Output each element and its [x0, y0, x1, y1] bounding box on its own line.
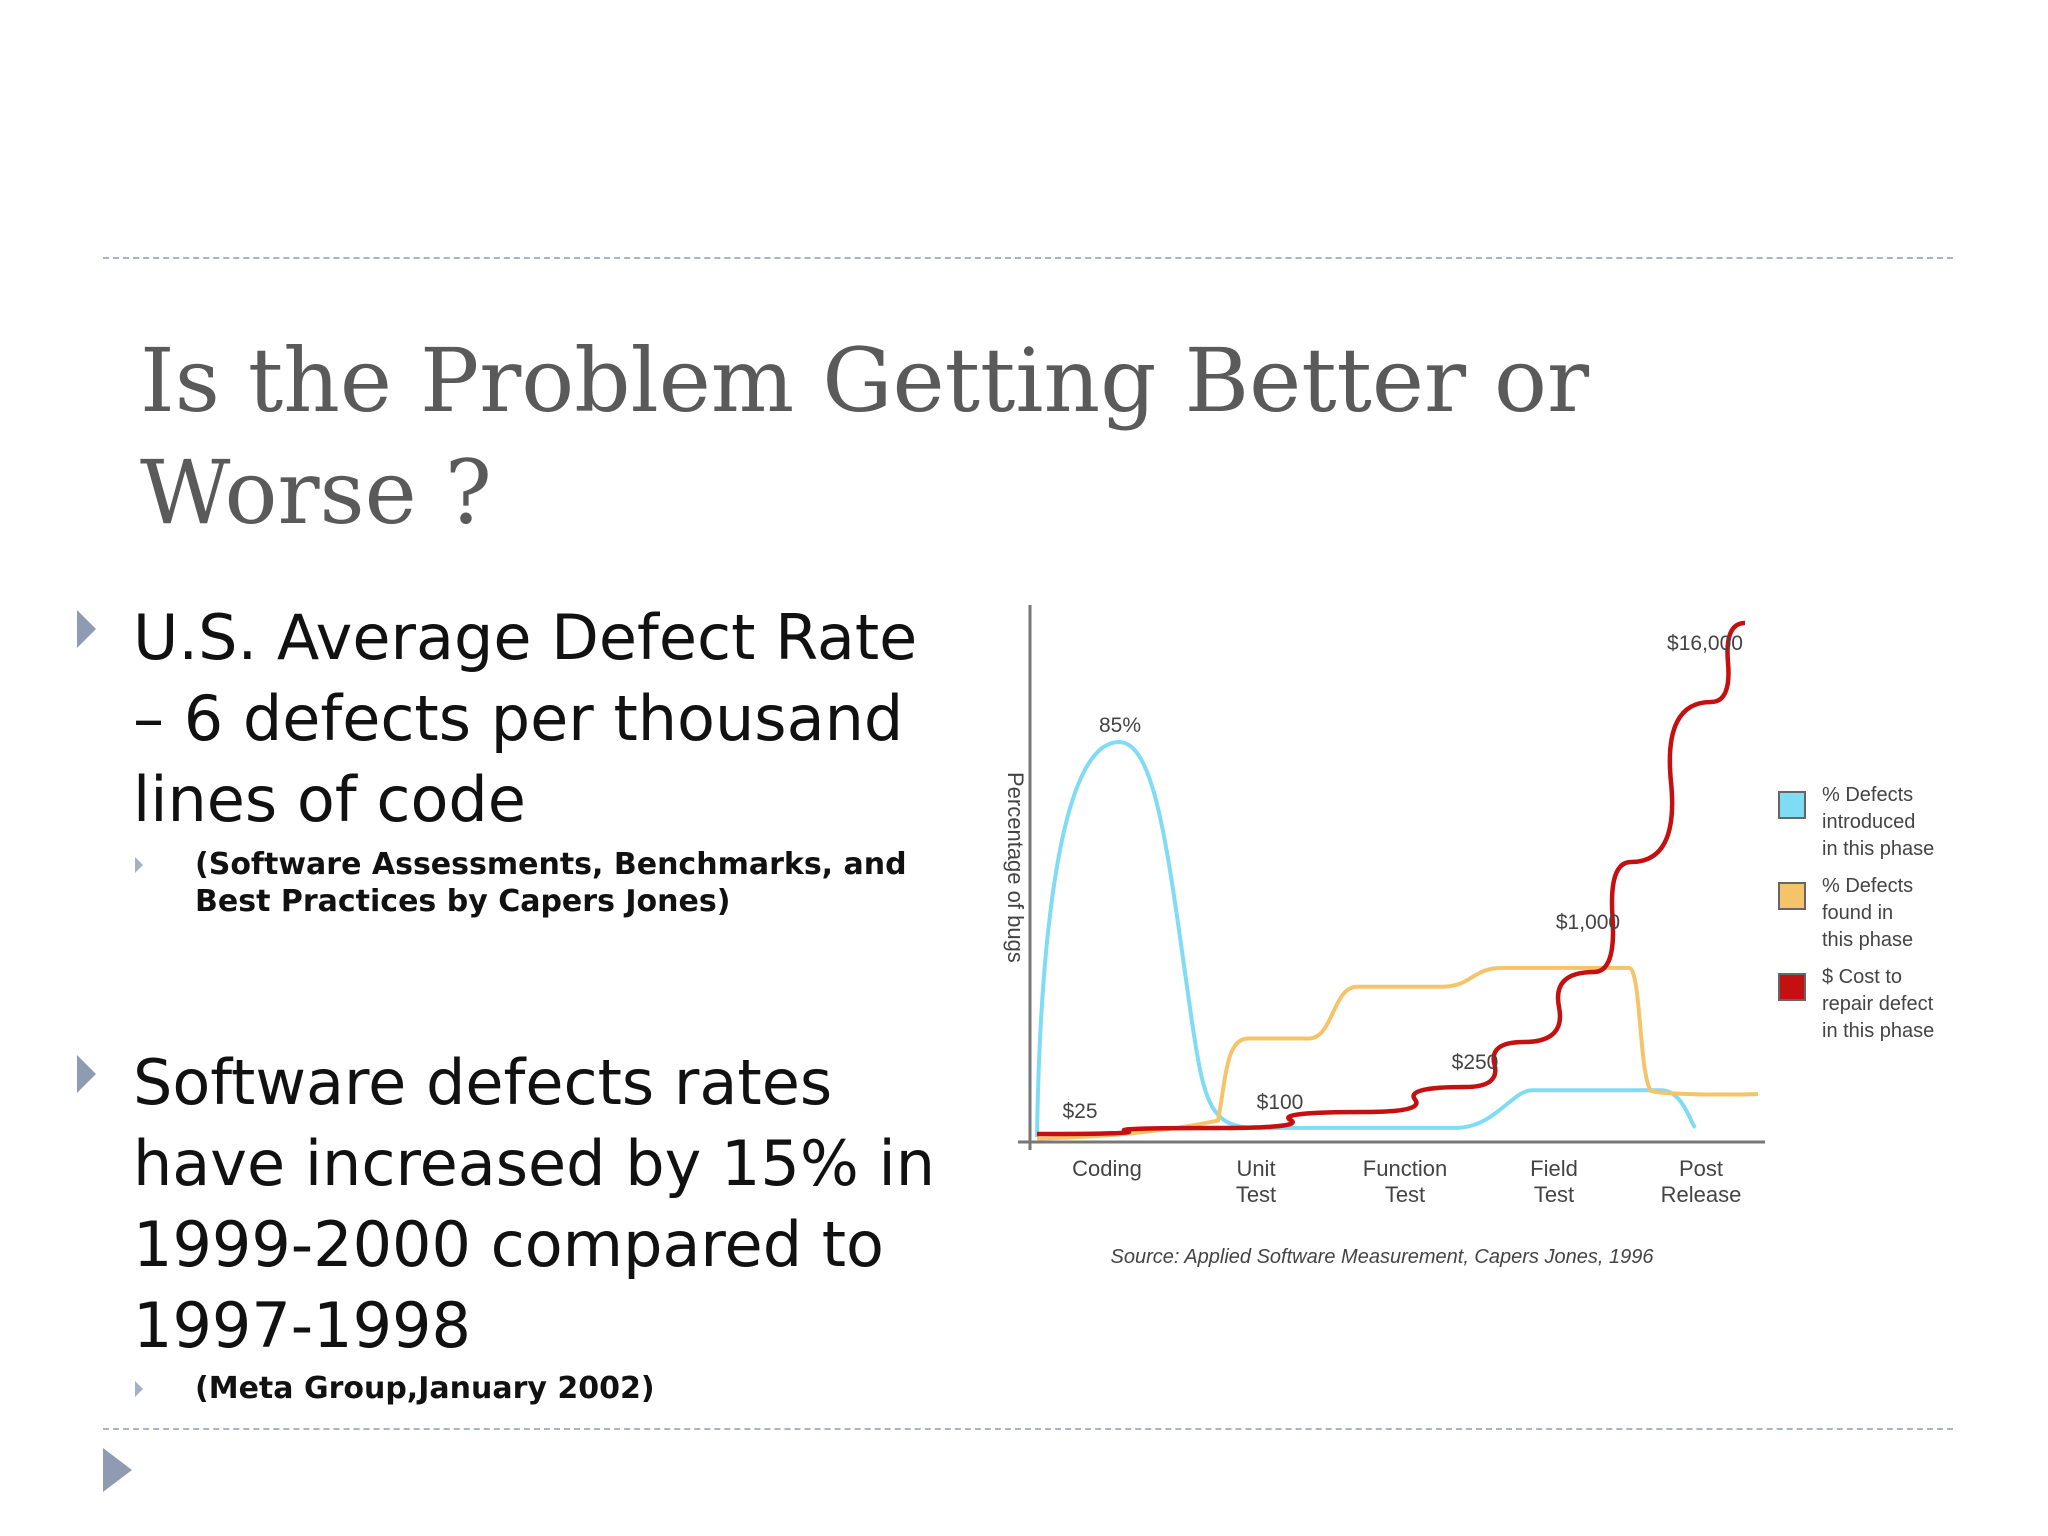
series-line-repair-cost [1036, 620, 1746, 1137]
chart-source-note: Source: Applied Software Measurement, Ca… [1111, 1246, 1655, 1268]
sub-bullet-source-meta: (Meta Group,January 2002) [195, 1371, 655, 1406]
x-tick-label: Post [1679, 1156, 1723, 1181]
x-tick-label: Unit [1236, 1156, 1275, 1181]
data-label: $16,000 [1667, 632, 1743, 655]
sub-bullet-arrow-icon [135, 1381, 143, 1397]
chart-series-lines [1035, 620, 1759, 1141]
x-tick-label: Test [1385, 1182, 1425, 1207]
legend-item: $ Cost to repair defect in this phase [1778, 966, 1934, 1042]
bottom-divider [103, 1428, 1953, 1430]
legend-item: % Defects introduced in this phase [1778, 784, 1934, 860]
data-label: 85% [1099, 714, 1141, 737]
sub-bullet-source-capers: (Software Assessments, Benchmarks, and B… [195, 847, 907, 919]
slide-title: Is the Problem Getting Better or Worse ? [140, 329, 1590, 544]
legend-swatch [1778, 882, 1806, 910]
bullet-defect-increase: Software defects rates have increased by… [133, 1046, 936, 1362]
data-label: $25 [1062, 1100, 1097, 1123]
x-tick-label: Test [1534, 1182, 1574, 1207]
legend-item: % Defects found in this phase [1778, 875, 1913, 951]
data-label: $250 [1452, 1051, 1499, 1074]
legend-label: repair defect [1822, 993, 1934, 1015]
x-tick-label: Function [1363, 1156, 1447, 1181]
data-label: $100 [1257, 1091, 1304, 1114]
series-line-defects-found [1036, 965, 1759, 1141]
x-tick-label: Coding [1072, 1156, 1142, 1181]
bullet-arrow-icon [77, 610, 96, 648]
next-slide-arrow-icon[interactable] [103, 1448, 132, 1492]
bullet-arrow-icon [77, 1055, 96, 1093]
legend-label: found in [1822, 902, 1893, 924]
chart-annotations: 85% $25 $100 $250 $1,000 $16,000 Source: Appli… [1062, 632, 1742, 1268]
legend-swatch [1778, 791, 1806, 819]
legend-label: % Defects [1822, 875, 1913, 897]
legend-label: introduced [1822, 811, 1915, 833]
y-axis-label: Percentage of bugs [1003, 772, 1028, 963]
legend-label: this phase [1822, 929, 1913, 951]
x-tick-label: Release [1661, 1182, 1742, 1207]
top-divider [103, 257, 1953, 259]
series-line-defects-introduced [1035, 739, 1697, 1138]
data-label: $1,000 [1556, 911, 1620, 934]
sub-bullet-arrow-icon [135, 857, 143, 873]
x-tick-label: Field [1530, 1156, 1578, 1181]
legend-swatch [1778, 973, 1806, 1001]
legend-label: % Defects [1822, 784, 1913, 806]
legend-label: $ Cost to [1822, 966, 1902, 988]
bullet-defect-rate: U.S. Average Defect Rate – 6 defects per… [133, 601, 918, 836]
legend-label: in this phase [1822, 838, 1934, 860]
x-tick-label: Test [1236, 1182, 1276, 1207]
legend-label: in this phase [1822, 1020, 1934, 1042]
